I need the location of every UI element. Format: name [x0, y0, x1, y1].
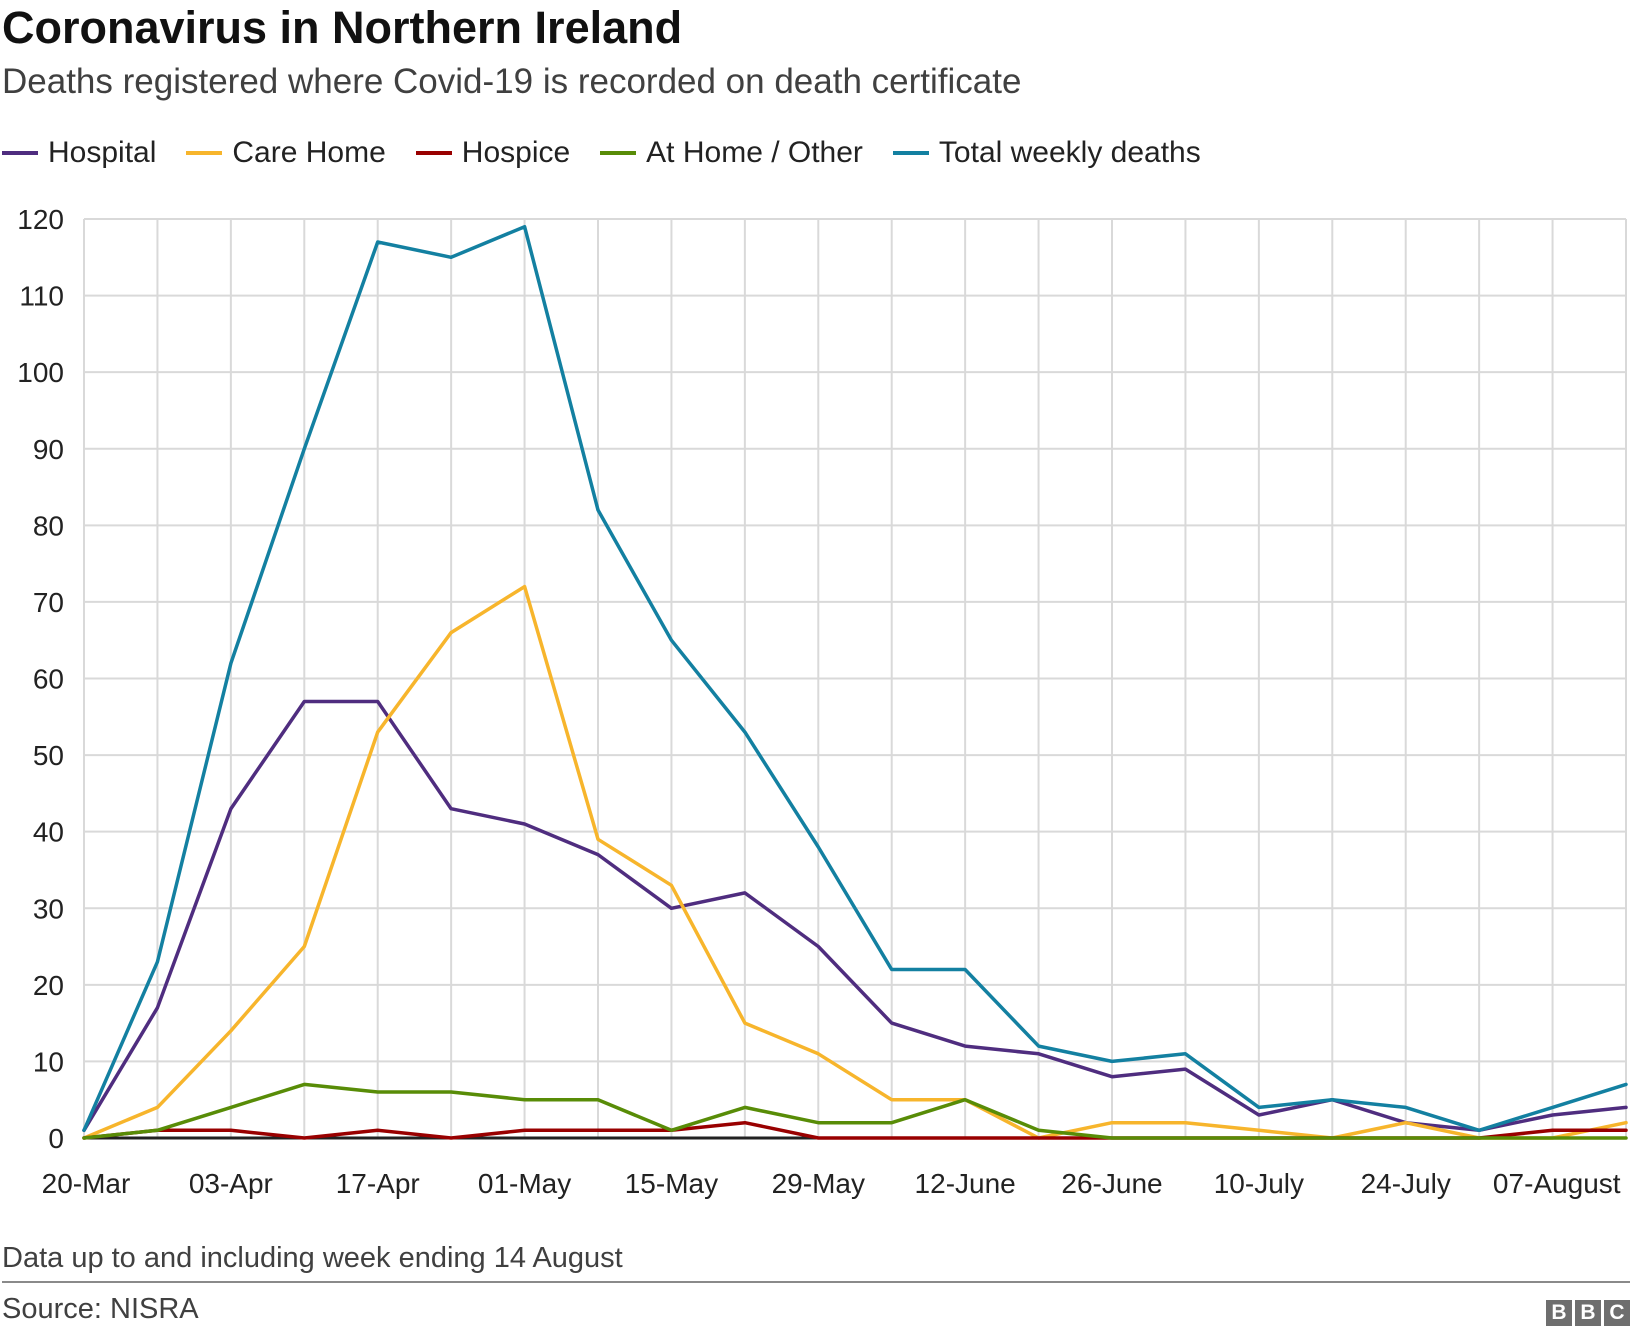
chart-source: Source: NISRA — [2, 1293, 199, 1325]
legend-swatch — [2, 151, 38, 155]
x-tick-label: 17-Apr — [336, 1168, 420, 1199]
x-axis: 20-Mar 03-Apr 17-Apr 01-May 15-May 29-May 12-J… — [42, 1136, 1626, 1199]
chart-lines — [82, 224, 1628, 1140]
legend-label: Care Home — [232, 136, 386, 169]
bbc-logo-letter: C — [1604, 1300, 1630, 1326]
y-tick-label: 50 — [33, 740, 64, 771]
legend-swatch — [415, 151, 452, 155]
y-tick-label: 30 — [33, 893, 64, 924]
y-tick-label: 20 — [33, 970, 64, 1001]
x-tick-label: 20-Mar — [42, 1168, 131, 1199]
legend-item: Hospital — [2, 136, 156, 170]
bbc-logo: B B C — [1543, 1300, 1630, 1326]
line-chart: 0 10 20 30 40 50 60 70 80 90 100 110 120 20-Mar 03-Ap… — [17, 204, 1628, 1199]
x-tick-label: 03-Apr — [189, 1168, 273, 1199]
y-axis: 0 10 20 30 40 50 60 70 80 90 100 110 120 — [17, 204, 64, 1154]
legend-swatch — [186, 151, 223, 155]
footer-divider — [2, 1281, 1630, 1283]
y-tick-label: 100 — [17, 357, 64, 388]
y-tick-label: 0 — [48, 1123, 64, 1154]
y-tick-label: 120 — [17, 204, 64, 235]
chart-title: Coronavirus in Northern Ireland — [2, 2, 683, 53]
chart-footnote: Data up to and including week ending 14 … — [2, 1242, 623, 1274]
legend-swatch — [892, 151, 929, 155]
x-tick-label: 01-May — [478, 1168, 571, 1199]
y-tick-label: 40 — [33, 817, 64, 848]
y-tick-label: 80 — [33, 510, 64, 541]
chart-subtitle: Deaths registered where Covid-19 is reco… — [2, 62, 1022, 101]
y-tick-label: 70 — [33, 587, 64, 618]
x-tick-label: 07-August — [1493, 1168, 1621, 1199]
legend-label: Hospice — [461, 136, 571, 169]
series-line-at-home-other — [82, 1082, 1628, 1140]
x-tick-label: 10-July — [1214, 1168, 1304, 1199]
legend-item: Care Home — [186, 136, 386, 170]
x-tick-label: 29-May — [772, 1168, 865, 1199]
legend-item: Total weekly deaths — [892, 136, 1201, 170]
bbc-logo-letter: B — [1546, 1300, 1572, 1326]
x-tick-label: 26-June — [1061, 1168, 1162, 1199]
series-line-care-home — [82, 584, 1628, 1140]
chart-grid — [83, 218, 1627, 1138]
legend-item: Hospice — [415, 136, 571, 170]
x-tick-label: 24-July — [1361, 1168, 1451, 1199]
y-tick-label: 10 — [33, 1046, 64, 1077]
y-tick-label: 110 — [19, 281, 64, 312]
legend-item: At Home / Other — [600, 136, 863, 170]
chart-legend: Hospital Care Home Hospice At Home / Other T… — [2, 136, 1231, 170]
y-tick-label: 90 — [33, 434, 64, 465]
series-line-hospital — [82, 699, 1628, 1133]
legend-label: At Home / Other — [646, 136, 863, 169]
bbc-logo-letter: B — [1575, 1300, 1601, 1326]
legend-label: Total weekly deaths — [938, 136, 1201, 169]
series-line-total-weekly-deaths — [82, 224, 1628, 1133]
x-tick-label: 12-June — [915, 1168, 1016, 1199]
legend-swatch — [600, 151, 637, 155]
y-tick-label: 60 — [33, 664, 64, 695]
x-tick-label: 15-May — [625, 1168, 718, 1199]
legend-label: Hospital — [48, 136, 157, 169]
